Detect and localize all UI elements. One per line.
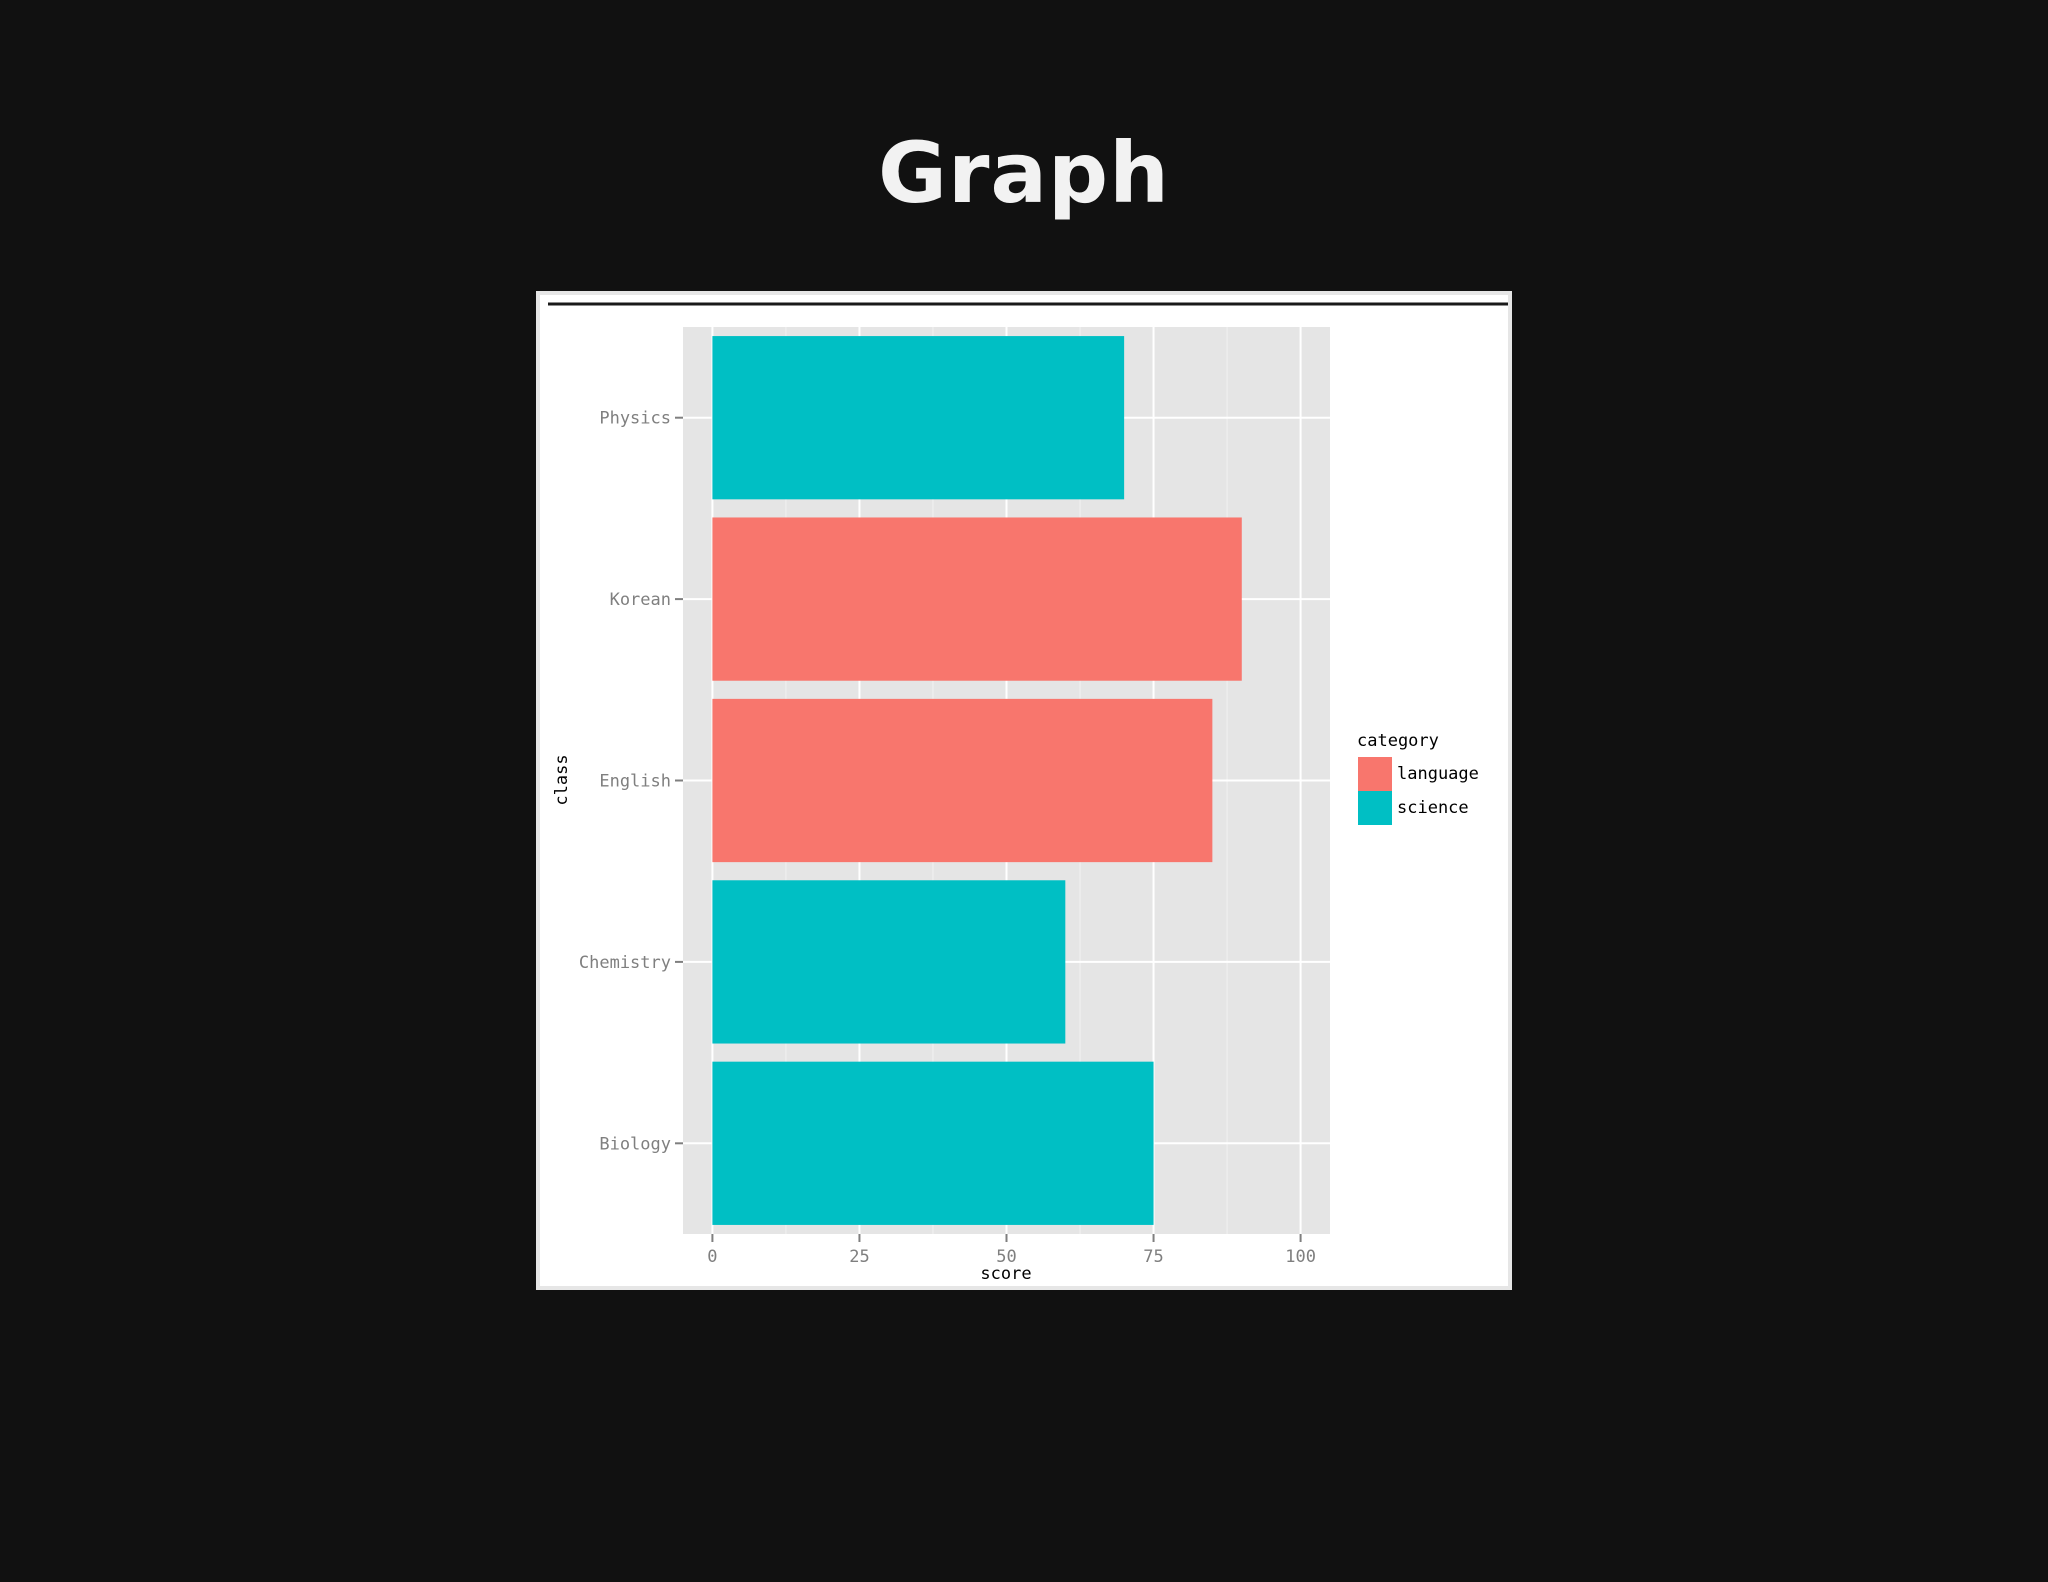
x-tick-label: 25 [849, 1247, 869, 1267]
legend: category language science [1357, 731, 1479, 825]
x-axis-title: score [980, 1264, 1031, 1284]
chart-figure: Physics Korean English Chemistry Biology 0 25… [536, 291, 1512, 1290]
x-tick-label: 75 [1143, 1247, 1163, 1267]
y-tick-label: English [599, 772, 671, 792]
slide-title: Graph [878, 124, 1170, 222]
y-tick-label: Chemistry [579, 953, 671, 973]
bar-english [712, 698, 1213, 863]
legend-key-language [1358, 757, 1392, 791]
y-tick-label: Korean [610, 590, 671, 610]
legend-key-science [1358, 791, 1392, 825]
bar-physics [712, 336, 1125, 500]
x-axis: 0 25 50 75 100 [707, 1234, 1316, 1267]
y-tick-label: Biology [599, 1134, 671, 1154]
y-axis: Physics Korean English Chemistry Biology [579, 409, 683, 1154]
bar-chart: Physics Korean English Chemistry Biology 0 25… [548, 302, 1508, 1284]
legend-label-science: science [1397, 798, 1469, 818]
bar-biology [712, 1061, 1154, 1225]
bar-chemistry [712, 880, 1066, 1044]
x-tick-label: 100 [1285, 1247, 1316, 1267]
legend-label-language: language [1397, 764, 1479, 784]
x-tick-label: 0 [707, 1247, 717, 1267]
bars [712, 336, 1242, 1225]
legend-title: category [1357, 731, 1439, 751]
y-tick-label: Physics [599, 409, 671, 429]
bar-korean [712, 517, 1242, 681]
y-axis-title: class [552, 754, 572, 805]
x-tick-label: 50 [996, 1247, 1016, 1267]
